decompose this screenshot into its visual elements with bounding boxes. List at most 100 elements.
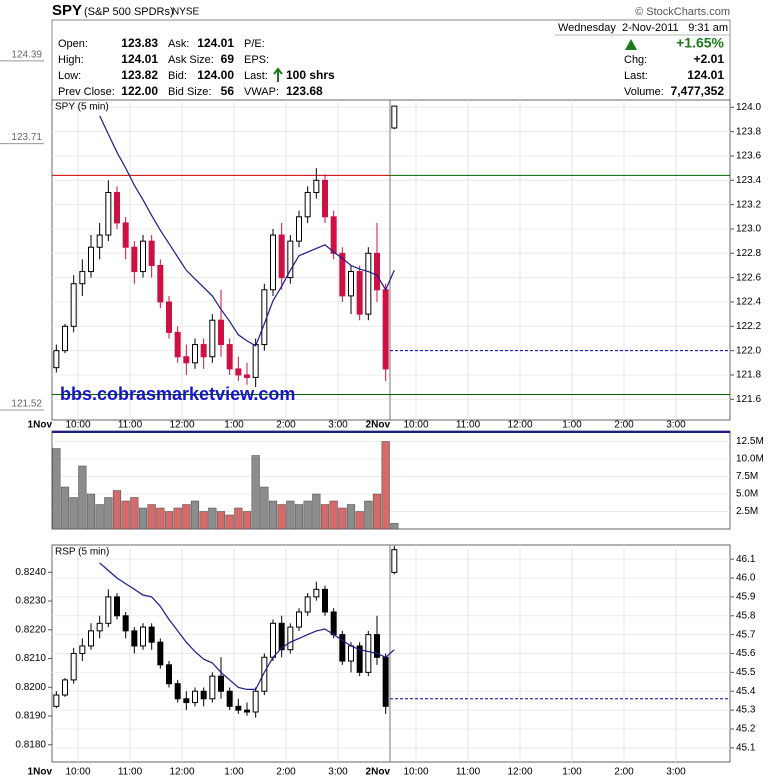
x-tick-label: 12:00: [507, 420, 532, 431]
quote-value: 124.01: [197, 36, 234, 50]
x-tick-label: 10:00: [65, 420, 90, 431]
candle-body: [88, 246, 94, 273]
x-tick-label: 12:00: [507, 767, 532, 778]
volume-bar: [78, 465, 87, 530]
x-tick-label: 3:00: [328, 767, 348, 778]
candle-body: [157, 264, 164, 303]
y-tick-label: 10.0M: [736, 454, 764, 465]
quote-box: [51, 19, 731, 101]
y-tick-label: 123.4: [736, 175, 761, 186]
candle-body: [296, 216, 302, 242]
volume-bar: [268, 500, 278, 530]
quote-value: 56: [221, 84, 235, 98]
y-tick-label: 5.0M: [736, 489, 758, 500]
volume-bar: [182, 504, 191, 530]
candle-body: [226, 344, 233, 370]
candle-body: [131, 630, 138, 647]
candle-body: [70, 653, 77, 681]
volume-bar: [329, 500, 338, 530]
y-tick-label: 0.8200: [15, 682, 46, 693]
y-tick-label: 45.8: [736, 610, 756, 621]
y-tick-label: 0.8190: [15, 711, 46, 722]
panel-title: SPY (5 min): [55, 102, 109, 113]
candle-body: [209, 675, 216, 700]
volume-bar: [86, 493, 96, 530]
candle-body: [79, 645, 86, 654]
quote-value: 124.01: [121, 52, 158, 66]
quote-time: 9:31 am: [688, 22, 728, 34]
credit: © StockCharts.com: [635, 6, 730, 18]
y-tick-label: 123.0: [736, 224, 761, 235]
candle-body: [365, 252, 372, 315]
candle-body: [304, 191, 311, 218]
quote-label: Bid:: [168, 70, 187, 82]
candle-body: [53, 694, 60, 707]
y-tick-label: 45.2: [736, 724, 756, 735]
x-tick-label: 11:00: [118, 767, 143, 778]
candle-body: [252, 344, 259, 378]
volume-bar: [52, 448, 61, 530]
x-tick-label: 2:00: [276, 420, 296, 431]
y-tick-label: 7.5M: [736, 471, 758, 482]
x-tick-label: 1:00: [562, 420, 582, 431]
y-tick-label: 121.8: [736, 370, 761, 381]
volume-bar: [372, 493, 382, 530]
candle-body: [96, 234, 103, 248]
candle-body: [140, 240, 146, 273]
candle-body: [374, 252, 380, 291]
y-tick-label: 45.7: [736, 629, 756, 640]
y-tick-label: 45.9: [736, 592, 756, 603]
symbol: SPY: [52, 2, 82, 19]
candle-body: [148, 626, 155, 643]
volume-bar: [95, 504, 104, 530]
quote-label: Last:: [624, 70, 648, 82]
x-tick-label: 2:00: [276, 767, 296, 778]
quote-label: Ask:: [168, 38, 189, 50]
candle-body: [105, 191, 112, 236]
quote-value: 100 shrs: [286, 68, 335, 82]
candle-body: [62, 325, 68, 352]
quote-value: 123.83: [121, 36, 158, 50]
volume-bar: [364, 500, 373, 530]
y-tick-label: 123.2: [736, 199, 761, 210]
candle-body: [105, 596, 112, 624]
security-name: (S&P 500 SPDRs): [84, 6, 174, 18]
candle-body: [131, 246, 138, 273]
volume-bar: [147, 504, 156, 530]
candle-body: [322, 179, 328, 218]
y-tick-label: 45.6: [736, 648, 756, 659]
volume-bar: [104, 497, 113, 530]
candle-body: [270, 622, 276, 658]
candle-body: [174, 331, 181, 358]
candle-body: [287, 626, 294, 651]
x-tick-label: 1Nov: [28, 767, 53, 778]
up-arrow: [273, 67, 283, 82]
candle-body: [122, 615, 129, 632]
quote-value: 122.00: [121, 84, 158, 98]
candle-body: [174, 683, 181, 700]
y-tick-label: 12.5M: [736, 436, 764, 447]
y-tick-label: 0.8180: [15, 739, 46, 750]
y-tick-label: 122.6: [736, 272, 761, 283]
x-tick-label: 2:00: [614, 767, 634, 778]
volume-bar: [190, 500, 200, 530]
y-tick-label: 122.0: [736, 345, 761, 356]
candle-body: [218, 319, 224, 346]
quote-value: 123.68: [286, 84, 323, 98]
candle-body: [356, 271, 363, 315]
moving-average: [99, 562, 395, 690]
quote-value: 69: [221, 52, 235, 66]
candle-body: [261, 656, 268, 692]
volume-bar: [173, 507, 182, 530]
volume-bar: [260, 486, 269, 530]
candle-body: [209, 319, 216, 358]
candle-body: [53, 350, 60, 369]
y-tick-label: 0.8210: [15, 653, 46, 664]
candle-body: [183, 698, 190, 704]
watermark: bbs.cobrasmarketview.com: [60, 384, 295, 404]
y-tick-label: 0.8230: [15, 596, 46, 607]
y-tick-label: 122.8: [736, 248, 761, 259]
volume-bar: [208, 507, 217, 530]
candle-body: [382, 289, 389, 370]
candle-body: [391, 549, 398, 573]
